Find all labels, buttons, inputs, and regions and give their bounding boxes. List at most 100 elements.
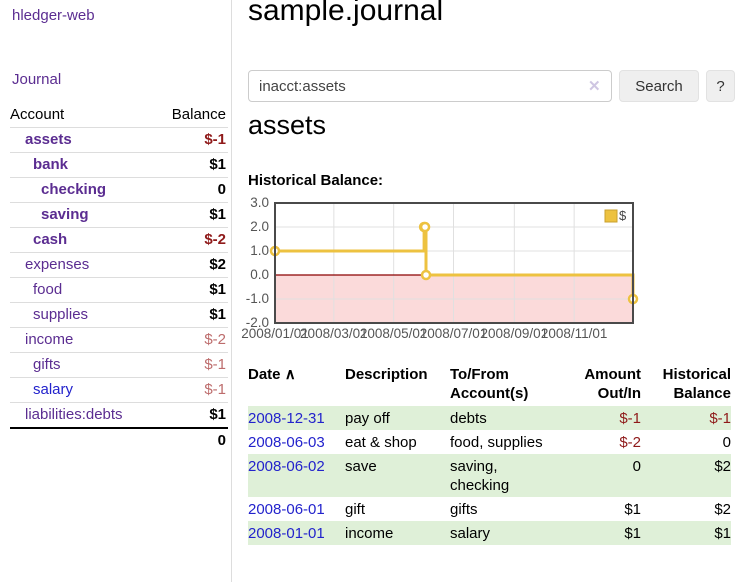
- transaction-balance: $-1: [709, 410, 731, 427]
- account-balance: $-1: [155, 377, 228, 403]
- clear-search-icon[interactable]: ✕: [588, 78, 601, 95]
- transaction-description: income: [345, 525, 394, 542]
- chart-y-tick-label: 2.0: [250, 219, 269, 234]
- accounts-table: Account Balance assets $-1 bank $1 checking 0…: [10, 103, 228, 453]
- account-link-gifts[interactable]: gifts: [33, 356, 61, 373]
- sidebar: hledger-web Journal Account Balance asse…: [0, 0, 232, 582]
- transaction-date-link[interactable]: 2008-06-02: [248, 458, 325, 475]
- account-row: assets $-1: [10, 127, 228, 153]
- chart-y-tick-label: 1.0: [250, 243, 269, 258]
- transaction-accounts: debts: [450, 410, 487, 427]
- chart-y-tick-label: -2.0: [246, 315, 269, 330]
- chart-border: [274, 202, 634, 324]
- transaction-amount: $-1: [619, 410, 641, 427]
- transaction-accounts: salary: [450, 525, 491, 542]
- transaction-balance: 0: [722, 434, 731, 451]
- account-balance: $1: [155, 402, 228, 428]
- account-balance: $-2: [155, 227, 228, 253]
- sort-ascending-icon: ∧: [284, 366, 296, 383]
- register-heading: assets: [248, 110, 327, 140]
- transaction-balance: $1: [714, 525, 731, 542]
- account-row: food $1: [10, 277, 228, 303]
- account-row: expenses $2: [10, 252, 228, 278]
- transaction-row: 2008-06-01 gift gifts $1 $2: [248, 497, 731, 521]
- transaction-description: pay off: [345, 410, 390, 427]
- account-link-salary[interactable]: salary: [33, 381, 74, 398]
- column-header-amount: Amount Out/In: [584, 366, 641, 402]
- account-row: saving $1: [10, 202, 228, 228]
- account-balance: 0: [155, 177, 228, 203]
- transaction-date-link[interactable]: 2008-12-31: [248, 410, 325, 427]
- search-button[interactable]: Search: [619, 70, 699, 102]
- search-input[interactable]: [248, 70, 612, 102]
- chart-y-tick-label: -1.0: [246, 291, 269, 306]
- accounts-total-row: 0: [10, 427, 228, 453]
- account-link-saving[interactable]: saving: [41, 206, 89, 223]
- account-link-liabilities-debts[interactable]: liabilities:debts: [25, 406, 123, 423]
- account-link-checking[interactable]: checking: [41, 181, 107, 198]
- account-link-assets[interactable]: assets: [25, 131, 72, 148]
- transaction-date-link[interactable]: 2008-06-01: [248, 501, 325, 518]
- transaction-description: gift: [345, 501, 366, 518]
- transaction-row: 2008-06-02 save saving, checking 0 $2: [248, 454, 731, 497]
- column-header-date[interactable]: Date ∧: [248, 366, 296, 383]
- brand-link[interactable]: hledger-web: [12, 7, 95, 24]
- chart-x-tick-label: 2008/07/01: [420, 326, 488, 341]
- transaction-balance: $2: [714, 458, 731, 475]
- transaction-row: 2008-06-03 eat & shop food, supplies $-2 0: [248, 430, 731, 454]
- account-balance: $-1: [155, 352, 228, 378]
- account-row: supplies $1: [10, 302, 228, 328]
- main-panel: sample.journal ✕ Search ? assets Histori…: [241, 0, 742, 582]
- column-header-balance: Historical Balance: [662, 366, 731, 402]
- chart-data-point: [420, 269, 432, 281]
- account-balance: $1: [155, 152, 228, 178]
- transaction-amount: 0: [632, 458, 641, 475]
- chart-x-tick-label: 2008/11/01: [541, 326, 608, 341]
- account-row: liabilities:debts $1: [10, 402, 228, 428]
- chart-x-tick-label: 2008/05/01: [360, 326, 428, 341]
- chart-title: Historical Balance:: [248, 172, 384, 189]
- balance-chart: $3.0 2.0 1.0 0.0 -1.0 -2.02008/01/012008/03/0…: [241, 196, 639, 341]
- column-header-description: Description: [345, 366, 428, 383]
- transaction-accounts: gifts: [450, 501, 478, 518]
- chart-legend-swatch: [604, 209, 618, 223]
- transaction-date-link[interactable]: 2008-01-01: [248, 525, 325, 542]
- chart-y-tick-label: 0.0: [250, 267, 269, 282]
- transaction-accounts: food, supplies: [450, 434, 543, 451]
- chart-legend-label: $: [619, 208, 627, 223]
- account-balance: $-1: [155, 127, 228, 153]
- account-row: checking 0: [10, 177, 228, 203]
- account-row: bank $1: [10, 152, 228, 178]
- transaction-accounts: saving, checking: [450, 458, 510, 494]
- chart-data-point: [419, 221, 431, 233]
- sidebar-item-journal[interactable]: Journal: [12, 71, 62, 88]
- chart-y-tick-label: 3.0: [250, 196, 269, 210]
- accounts-header-row: Account Balance: [10, 103, 228, 128]
- chart-x-tick-label: 2008/01/01: [241, 326, 309, 341]
- account-link-supplies[interactable]: supplies: [33, 306, 89, 323]
- account-row: income $-2: [10, 327, 228, 353]
- account-balance: $-2: [155, 327, 228, 353]
- accounts-header-balance: Balance: [171, 106, 226, 123]
- transactions-header-row: Date ∧ Description To/From Account(s) Am…: [248, 363, 731, 406]
- account-row: cash $-2: [10, 227, 228, 253]
- transaction-date-link[interactable]: 2008-06-03: [248, 434, 325, 451]
- accounts-total-value: 0: [155, 427, 228, 453]
- account-balance: $1: [155, 302, 228, 328]
- transaction-row: 2008-12-31 pay off debts $-1 $-1: [248, 406, 731, 430]
- account-link-income[interactable]: income: [25, 331, 74, 348]
- transaction-description: eat & shop: [345, 434, 417, 451]
- transaction-amount: $1: [624, 501, 641, 518]
- help-button[interactable]: ?: [706, 70, 735, 102]
- chart-x-tick-label: 2008/09/01: [481, 326, 549, 341]
- account-link-cash[interactable]: cash: [33, 231, 68, 248]
- account-balance: $1: [155, 277, 228, 303]
- accounts-header-account: Account: [10, 106, 65, 123]
- account-link-food[interactable]: food: [33, 281, 63, 298]
- account-link-bank[interactable]: bank: [33, 156, 69, 173]
- account-link-expenses[interactable]: expenses: [25, 256, 90, 273]
- column-header-accounts: To/From Account(s): [450, 366, 529, 402]
- page-title: sample.journal: [248, 0, 444, 27]
- transaction-description: save: [345, 458, 377, 475]
